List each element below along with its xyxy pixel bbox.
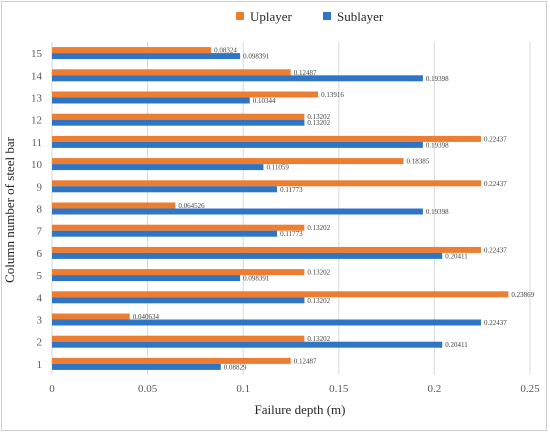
sublayer-bar [52, 252, 443, 259]
data-label: 0.13202 [307, 297, 330, 305]
legend-swatch [236, 12, 244, 20]
sublayer-bar [52, 53, 241, 60]
y-axis-title: Column number of steel bar [2, 136, 17, 283]
sublayer-bar [52, 275, 241, 282]
legend-swatch [323, 12, 331, 20]
data-label: 0.23869 [511, 291, 534, 299]
y-tick-label: 4 [37, 292, 43, 304]
data-label: 0.22437 [484, 246, 507, 254]
x-tick-label: 0.05 [138, 383, 158, 395]
sublayer-bar [52, 341, 443, 348]
y-tick-label: 8 [37, 204, 43, 216]
sublayer-bar [52, 141, 423, 148]
data-label: 0.22437 [484, 135, 507, 143]
data-label: 0.040634 [133, 313, 160, 321]
data-label: 0.08829 [224, 363, 247, 371]
data-label: 0.19398 [426, 208, 449, 216]
uplayer-bar [52, 224, 305, 231]
data-label: 0.098391 [243, 53, 270, 61]
sublayer-bar [52, 230, 278, 237]
y-tick-label: 5 [37, 270, 43, 282]
bars [52, 47, 509, 370]
data-label: 0.11773 [280, 186, 303, 194]
data-label: 0.18385 [407, 158, 430, 166]
data-label: 0.20411 [445, 252, 468, 260]
sublayer-bar [52, 297, 305, 304]
uplayer-bar [52, 158, 404, 165]
data-label: 0.098391 [243, 275, 270, 283]
y-tick-label: 3 [37, 315, 43, 327]
data-label: 0.13916 [321, 91, 344, 99]
x-tick-label: 0 [49, 383, 55, 395]
y-tick-label: 13 [31, 93, 43, 105]
uplayer-bar [52, 69, 291, 76]
sublayer-bar [52, 363, 221, 370]
x-tick-label: 0.1 [236, 383, 250, 395]
uplayer-bar [52, 180, 481, 187]
x-tick-label: 0.2 [428, 383, 442, 395]
y-tick-label: 10 [31, 159, 43, 171]
x-tick-label: 0.15 [329, 383, 349, 395]
sublayer-bar [52, 208, 423, 215]
data-label: 0.19398 [426, 141, 449, 149]
legend-label: Uplayer [250, 9, 293, 24]
uplayer-bar [52, 91, 319, 98]
sublayer-bar [52, 97, 250, 104]
data-label: 0.12487 [294, 357, 317, 365]
uplayer-bar [52, 291, 509, 298]
uplayer-bar [52, 357, 291, 364]
uplayer-bar [52, 113, 305, 120]
y-tick-label: 2 [37, 337, 43, 349]
data-label: 0.13202 [307, 119, 330, 127]
legend-label: Sublayer [337, 9, 384, 24]
data-label: 0.13202 [307, 335, 330, 343]
y-tick-label: 14 [31, 70, 43, 82]
uplayer-bar [52, 246, 481, 253]
data-labels: 0.12487 0.08829 0.13202 0.20411 0.040634 0.22… [133, 47, 535, 372]
data-label: 0.08324 [214, 47, 237, 55]
x-axis-ticks: 0 0.05 0.1 0.15 0.2 0.25 [49, 383, 540, 395]
y-tick-label: 6 [37, 248, 43, 260]
y-tick-label: 9 [37, 181, 43, 193]
uplayer-bar [52, 313, 130, 320]
sublayer-bar [52, 119, 305, 126]
uplayer-bar [52, 202, 176, 209]
legend: Uplayer Sublayer [236, 9, 384, 24]
sublayer-bar [52, 186, 278, 193]
data-label: 0.064526 [178, 202, 205, 210]
y-tick-label: 15 [31, 48, 43, 60]
data-label: 0.19398 [426, 75, 449, 83]
data-label: 0.13202 [307, 224, 330, 232]
y-tick-label: 7 [37, 226, 43, 238]
y-tick-label: 1 [37, 359, 43, 371]
sublayer-bar [52, 75, 423, 82]
data-label: 0.13202 [307, 269, 330, 277]
x-axis-title: Failure depth (m) [255, 402, 346, 417]
sublayer-bar [52, 164, 264, 171]
data-label: 0.10344 [253, 97, 276, 105]
data-label: 0.11059 [266, 164, 289, 172]
data-label: 0.20411 [445, 341, 468, 349]
data-label: 0.22437 [484, 319, 507, 327]
y-tick-label: 12 [31, 115, 42, 127]
uplayer-bar [52, 47, 212, 54]
data-label: 0.11773 [280, 230, 303, 238]
data-label: 0.22437 [484, 180, 507, 188]
data-label: 0.13202 [307, 113, 330, 121]
x-tick-label: 0.25 [520, 383, 540, 395]
data-label: 0.12487 [294, 69, 317, 77]
uplayer-bar [52, 335, 305, 342]
sublayer-bar [52, 319, 481, 326]
y-tick-label: 11 [31, 137, 42, 149]
uplayer-bar [52, 135, 481, 142]
uplayer-bar [52, 269, 305, 276]
